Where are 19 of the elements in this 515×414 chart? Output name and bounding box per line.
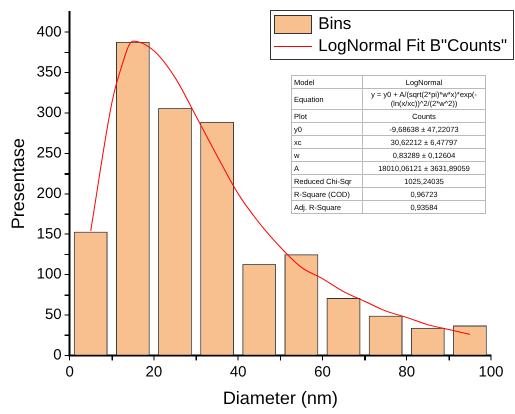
y-tick-label: 350 xyxy=(36,64,62,81)
x-tick-label: 20 xyxy=(146,364,162,381)
x-tick-label: 80 xyxy=(398,364,416,381)
x-tick-label: 60 xyxy=(314,364,331,381)
y-tick-label: 0 xyxy=(53,346,62,364)
y-tick-label: 250 xyxy=(36,144,62,162)
x-tick-label: 100 xyxy=(478,364,504,381)
y-axis-title: Presentase xyxy=(8,138,28,230)
x-tick-label: 0 xyxy=(65,364,74,381)
y-tick-label: 300 xyxy=(36,104,62,122)
x-axis-title: Diameter (nm) xyxy=(222,388,338,408)
y-tick-label: 200 xyxy=(36,184,62,202)
x-tick-label: 40 xyxy=(230,364,247,381)
y-tick-label: 100 xyxy=(36,266,62,283)
legend-label: LogNormal Fit B"Counts" xyxy=(318,36,507,56)
y-tick-label: 150 xyxy=(36,225,62,242)
y-tick-label: 50 xyxy=(44,306,62,324)
y-tick-label: 400 xyxy=(36,23,62,40)
legend-label: Bins xyxy=(318,14,352,34)
